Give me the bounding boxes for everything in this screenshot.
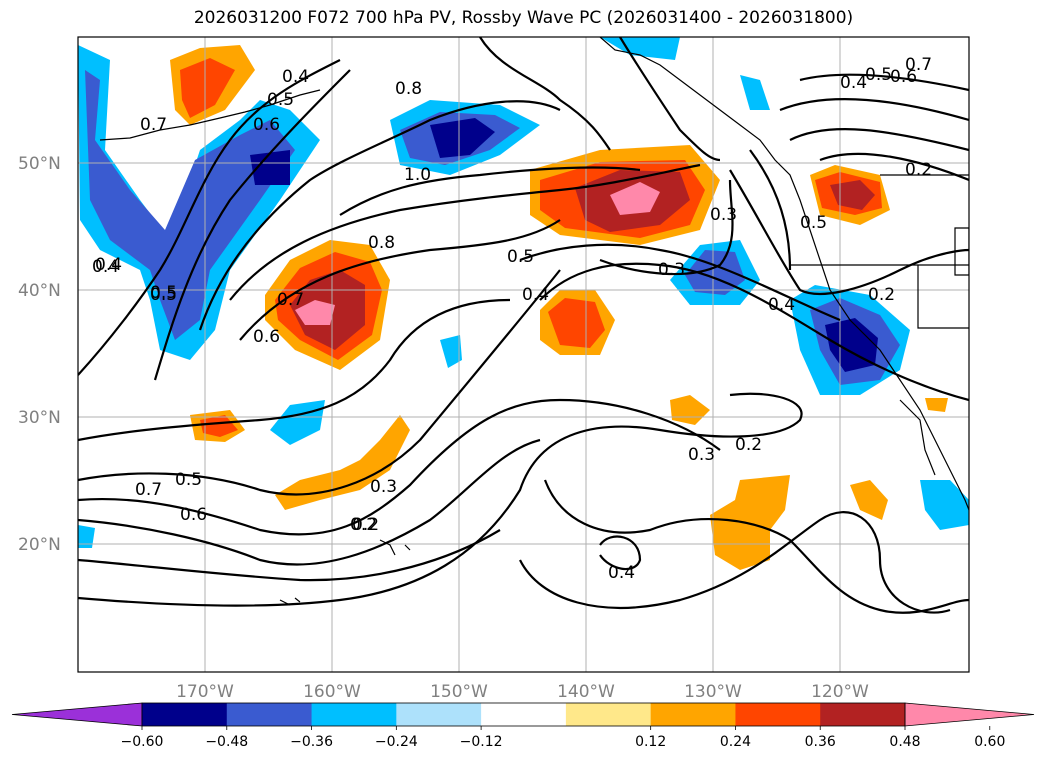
colorbar-tick-label: −0.24 [375, 734, 418, 750]
pv-fill-layer [78, 37, 969, 570]
lat-label: 20°N [18, 535, 61, 555]
contour-label: 0.5 [267, 90, 294, 110]
colorbar-extend-high [904, 702, 1035, 727]
contour-label: 0.3 [370, 477, 397, 497]
contour-label: 0.4 [92, 257, 119, 277]
contour-label: 0.7 [277, 290, 304, 310]
colorbar-tick-label: 0.48 [889, 734, 920, 750]
lon-label: 130°W [684, 682, 742, 702]
colorbar-bin [735, 703, 821, 726]
lon-labels: 170°W 160°W 150°W 140°W 130°W 120°W [176, 682, 869, 702]
colorbar-bin [226, 703, 313, 726]
map-title: 2026031200 F072 700 hPa PV, Rossby Wave … [193, 8, 854, 28]
contour-label: 0.5 [175, 470, 202, 490]
contour-label: 0.7 [905, 55, 932, 75]
lat-label: 30°N [18, 408, 61, 428]
contour-label: 0.3 [658, 260, 685, 280]
contour-label: 0.6 [253, 327, 280, 347]
colorbar-extend-low [11, 702, 143, 727]
contour-label: 0.3 [710, 205, 737, 225]
colorbar-bin [142, 703, 228, 726]
contour-label: 0.7 [135, 480, 162, 500]
colorbar-tick-label: −0.12 [460, 734, 503, 750]
graticule [78, 37, 969, 672]
contour-label: 0.6 [890, 67, 917, 87]
colorbar-bin [396, 703, 482, 726]
contour-label: 0.4 [840, 73, 867, 93]
colorbar-tick-label: 0.12 [635, 734, 666, 750]
contour-label: 0.6 [180, 505, 207, 525]
lon-label: 150°W [430, 682, 488, 702]
contour-label: 0.5 [150, 283, 177, 303]
contour-label: 0.5 [150, 285, 177, 305]
pv-contours [78, 37, 969, 614]
colorbar-tick-label: 0.36 [805, 734, 836, 750]
contour-label: 0.5 [800, 213, 827, 233]
contour-label: 0.8 [368, 233, 395, 253]
colorbar-tick-label: −0.48 [205, 734, 248, 750]
contour-label: 0.5 [507, 247, 534, 267]
colorbar-bin [481, 703, 567, 726]
contour-label: 0.2 [905, 160, 932, 180]
lon-label: 160°W [303, 682, 361, 702]
contour-label: 0.4 [608, 563, 635, 583]
map-frame [77, 36, 970, 673]
lat-labels: 50°N 40°N 30°N 20°N [18, 154, 61, 555]
lon-label: 120°W [811, 682, 869, 702]
contour-label: 0.2 [350, 515, 377, 535]
contour-label: 0.8 [395, 79, 422, 99]
lon-label: 140°W [557, 682, 615, 702]
contour-label: 1.0 [404, 165, 431, 185]
colorbar-tick-label: 0.24 [720, 734, 751, 750]
contour-labels: 0.4 0.5 0.6 0.7 0.8 1.0 0.8 0.7 0.6 0.5 … [92, 55, 932, 583]
contour-label: 0.2 [735, 435, 762, 455]
coastlines [99, 37, 969, 606]
contour-label: 0.5 [865, 65, 892, 85]
contour-label: 0.2 [352, 515, 379, 535]
contour-label: 0.6 [253, 115, 280, 135]
colorbar-bin [311, 703, 397, 726]
colorbar: −0.60 −0.48 −0.36 −0.24 −0.12 0.12 0.24 0.36 0.4… [11, 702, 1035, 750]
colorbar-bin [650, 703, 736, 726]
lat-label: 50°N [18, 154, 61, 174]
contour-label: 0.4 [768, 295, 795, 315]
colorbar-frame [141, 702, 906, 727]
lat-label: 40°N [18, 281, 61, 301]
contour-label: 0.3 [688, 445, 715, 465]
colorbar-tick-label: −0.60 [121, 734, 164, 750]
contour-label: 0.7 [140, 115, 167, 135]
map-panel: 0.4 0.5 0.6 0.7 0.8 1.0 0.8 0.7 0.6 0.5 … [18, 36, 970, 702]
colorbar-bin [565, 703, 652, 726]
lon-label: 170°W [176, 682, 234, 702]
contour-label: 0.2 [868, 285, 895, 305]
colorbar-tick-label: −0.36 [290, 734, 333, 750]
contour-label: 0.4 [95, 255, 122, 275]
colorbar-bin [820, 703, 906, 726]
contour-label: 0.4 [282, 67, 309, 87]
colorbar-tick-label: 0.60 [974, 734, 1005, 750]
contour-label: 0.4 [522, 285, 549, 305]
